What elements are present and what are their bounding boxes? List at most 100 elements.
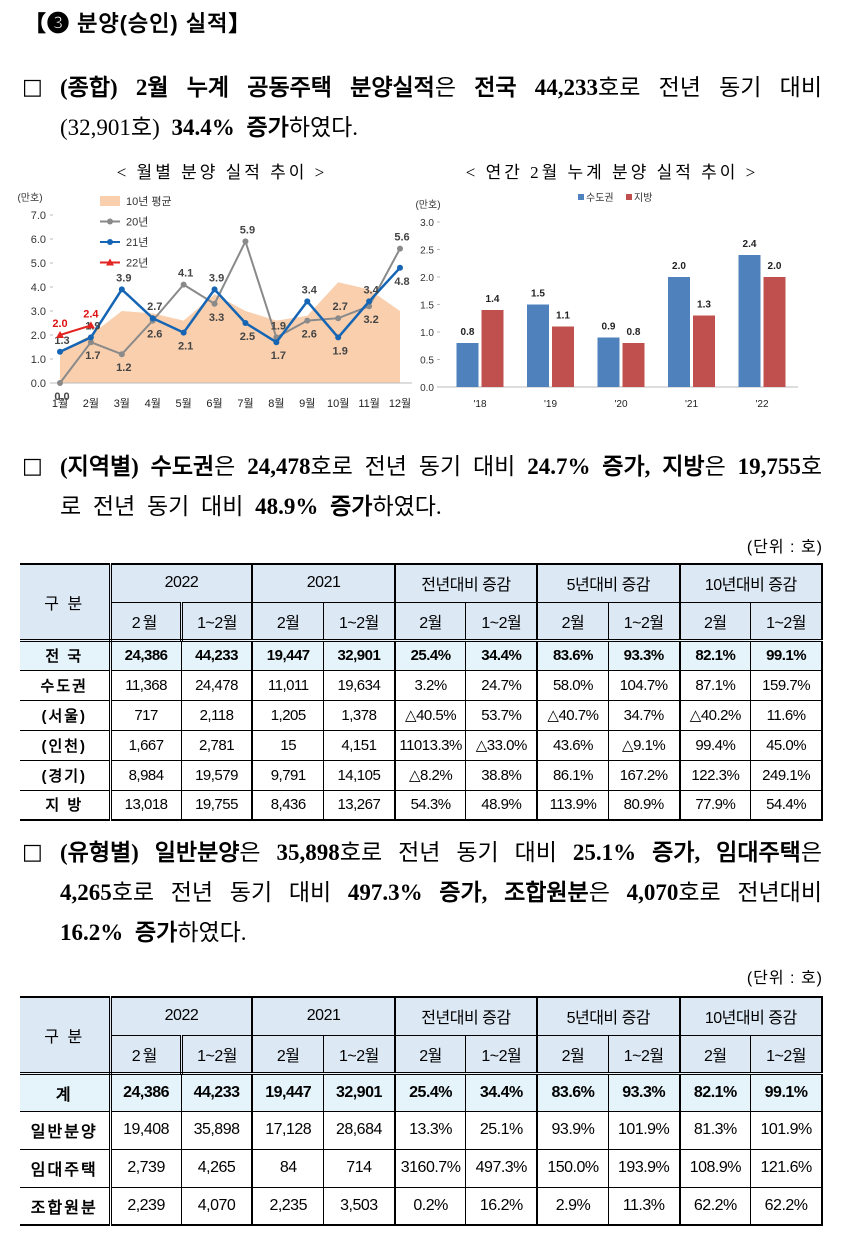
paragraph-text: (종합) 2월 누계 공동주택 분양실적은 전국 44,233호로 전년 동기 … [60,68,822,148]
table-cell: 14,105 [323,759,396,791]
header-cell: 2월 [251,1034,325,1075]
table-cell: 1,667 [109,729,182,761]
table-cell: 28,684 [323,1110,396,1150]
legend-label: 22년 [126,257,148,270]
marker [149,315,156,322]
header-cell: 2021 [251,996,396,1036]
data-label: 3.2 [363,314,378,326]
header-cell: 1~2월 [323,1034,396,1075]
y-tick-label: 4.0 [31,282,46,294]
text-run: 호로 전년 동기 대비 [111,880,348,905]
marker [242,320,249,326]
table-cell: 24,478 [180,669,254,701]
table-cell: 717 [109,699,182,731]
line [59,266,401,353]
marker [56,331,64,338]
bar [668,277,690,387]
header-cell: 2월 [110,1034,183,1075]
legend-marker [107,218,113,225]
table-cell: △9.1% [607,729,681,761]
data-label: 2.0 [672,261,686,272]
table-cell: 16.2% [465,1186,539,1226]
x-tick-label: 3월 [114,397,130,410]
data-label: 1.2 [116,362,131,374]
header-cell: 2월 [394,601,467,642]
text-run: 4,070 [626,880,679,905]
table-cell: 87.1% [678,669,752,701]
x-tick-label: 4월 [145,397,161,410]
row-label: (인천) [20,729,112,761]
header-cell: 1~2월 [750,1034,824,1075]
data-label: 1.9 [271,320,286,332]
paragraph: □ (유형별) 일반분양은 35,898호로 전년 동기 대비 25.1% 증가,… [22,833,822,953]
table-row: 전 국 24,386 44,233 19,447 32,901 25.4% 34.4% 83.… [20,639,824,671]
table-row: 수도권 11,368 24,478 11,011 19,634 3.2% 24.7% 58.0… [20,669,824,701]
marker [335,315,342,322]
bar [738,255,761,387]
table-cell: 4,265 [180,1148,254,1188]
header-cell: 1~2월 [607,601,681,642]
data-label: 1.7 [85,350,100,362]
text-run: 16.2% 증가 [60,920,178,945]
bar [622,343,645,387]
table-cell: 9,791 [251,759,325,791]
text-run: 24,478 [247,454,311,479]
table-cell: 62.2% [750,1186,824,1226]
row-label: 계 [20,1072,112,1112]
bar-chart: < 연간 2월 누계 분양 실적 추이 > (만호) 0.0 0.5 1.0 1.5 2.0… [415,163,798,410]
header-cell: 5년대비 증감 [536,563,681,603]
x-tick-label: 5월 [176,397,192,410]
table-cell: △40.2% [678,699,752,731]
header-row: 구 분 2022 2021 전년대비 증감 5년대비 증감 10년대비 증감 [20,996,823,1075]
line-chart: < 월별 분양 실적 추이 > (만호) 0.0 1.0 2.0 3.0 4.0 5.0 6.0… [17,163,412,410]
marker [242,238,249,245]
table-cell: 80.9% [607,789,681,821]
data-label: 2.5 [240,331,255,343]
header-cell: 구 분 [20,563,112,642]
header-cell: 2월 [110,601,183,642]
legend-label: 10년 평균 [126,195,172,208]
axis-unit: (만호) [17,192,42,204]
marker [304,298,311,305]
table-row: 임대주택 2,739 4,265 84 714 3160.7% 497.3% 150.0% 19… [20,1148,824,1188]
y-tick-label: 0.5 [420,356,434,367]
marker [211,286,218,293]
text-run: 은 [434,75,475,100]
table-cell: 150.0% [536,1148,609,1188]
header-cell: 2월 [678,1034,752,1075]
x-tick-label: '19 [544,399,557,410]
y-tick-label: 1.0 [420,328,434,339]
header-cell: 5년대비 증감 [536,996,681,1036]
text-run: 48.9% 증가 [255,494,373,519]
data-label: 2.6 [147,329,162,341]
y-tick-label: 0.0 [31,378,46,390]
table-cell: 48.9% [465,789,539,821]
x-tick-label: '18 [473,399,486,410]
table-row: (경기) 8,984 19,579 9,791 14,105 △8.2% 38.8% 86.1… [20,759,824,791]
row-label: 전 국 [20,639,112,671]
x-tick-label: 8월 [268,397,284,410]
header-cell: 전년대비 증감 [394,563,539,603]
table-cell: 93.3% [607,1072,681,1112]
x-tick-label: '21 [685,399,698,410]
table-row: 계 24,386 44,233 19,447 32,901 25.4% 34.4% 83.6%… [20,1072,824,1112]
bar [552,326,574,387]
header-cell: 2월 [536,1034,609,1075]
table-cell: 19,755 [180,789,254,821]
bar [527,304,549,387]
text-run: (유형별) 일반분양 [60,840,240,865]
header-cell: 2월 [678,601,752,642]
row-label: (서울) [20,699,112,731]
marker [273,339,280,346]
table-cell: 113.9% [536,789,609,821]
marker [180,281,187,288]
table-cell: 2,235 [251,1186,325,1226]
paragraph-text: (유형별) 일반분양은 35,898호로 전년 동기 대비 25.1% 증가, … [60,833,822,953]
table-cell: 17,128 [251,1110,325,1150]
table-cell: 99.4% [678,729,752,761]
marker [86,321,95,329]
line [59,238,401,384]
table-cell: 1,378 [323,699,396,731]
bar [693,315,715,387]
